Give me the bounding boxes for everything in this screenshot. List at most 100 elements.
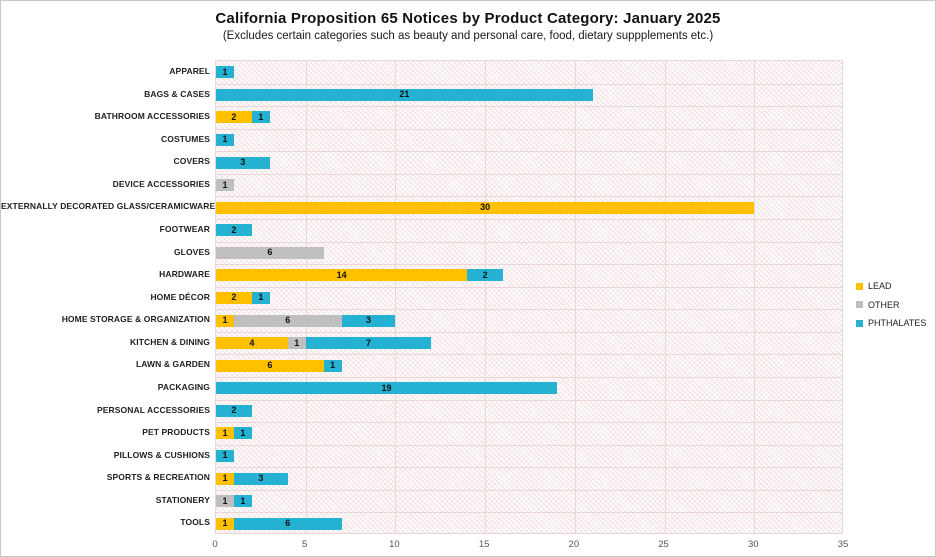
legend-item-other: OTHER xyxy=(856,296,926,315)
data-label: 1 xyxy=(240,495,246,506)
bar-row-pillows-cushions: 1 xyxy=(216,445,842,468)
legend-item-lead: LEAD xyxy=(856,277,926,296)
chart-subtitle: (Excludes certain categories such as bea… xyxy=(222,30,714,42)
category-label: PILLOWS & CUSHIONS xyxy=(113,449,210,460)
bar-segment-phthalates: 21 xyxy=(216,88,593,101)
legend-label: PHTHALATES xyxy=(868,318,927,329)
category-label: PACKAGING xyxy=(157,382,210,392)
category-label: COSTUMES xyxy=(161,133,210,144)
bar-row-home-storage-organization: 1 6 3 xyxy=(216,309,842,332)
bar-segment-other: 1 xyxy=(287,337,306,350)
bar-row-personal-accessories: 2 xyxy=(216,400,842,423)
bar-segment-other: 1 xyxy=(216,179,234,192)
bar-segment-phthalates: 2 xyxy=(216,404,252,417)
bar-segment-phthalates: 7 xyxy=(305,337,432,350)
category-label: DEVICE ACCESSORIES xyxy=(112,178,210,189)
bar-segment-lead: 1 xyxy=(216,517,234,530)
data-label: 1 xyxy=(222,518,228,529)
legend: LEAD OTHER PHTHALATES xyxy=(856,277,926,333)
horizontal-gridline xyxy=(216,106,842,108)
category-label: FOOTWEAR xyxy=(159,224,210,234)
data-label: 21 xyxy=(399,89,410,100)
bar-segment-phthalates: 3 xyxy=(233,472,288,485)
legend-swatch-phthalates xyxy=(856,319,863,327)
data-label: 1 xyxy=(222,427,228,438)
data-label: 14 xyxy=(336,269,347,280)
legend-swatch-lead xyxy=(856,282,863,290)
bar-row-gloves: 6 xyxy=(216,242,842,265)
x-axis-tick-label: 25 xyxy=(658,539,669,550)
category-label: TOOLS xyxy=(180,517,210,528)
data-label: 1 xyxy=(258,292,264,303)
data-label: 7 xyxy=(365,337,371,348)
category-axis: APPAREL BAGS & CASES BATHROOM ACCESSORIES C… xyxy=(1,60,216,534)
bar-segment-phthalates: 1 xyxy=(216,449,234,462)
bar-row-kitchen-dining: 4 1 7 xyxy=(216,332,842,355)
data-label: 6 xyxy=(267,360,273,371)
horizontal-gridline xyxy=(216,309,842,311)
data-label: 1 xyxy=(222,495,228,506)
horizontal-gridline xyxy=(216,173,842,175)
data-label: 1 xyxy=(222,66,228,77)
x-axis-tick-label: 5 xyxy=(302,539,308,550)
vertical-gridline xyxy=(395,61,397,533)
horizontal-gridline xyxy=(216,422,842,424)
plot-area: 1 21 2 1 1 3 1 30 2 6 14 2 2 1 1 6 3 4 1 7 6 1 19 2 1 1 1 1 3 1 1 1 6 xyxy=(215,60,843,534)
horizontal-gridline xyxy=(216,489,842,491)
legend-label: OTHER xyxy=(868,299,900,310)
category-label: GLOVES xyxy=(173,246,210,257)
bar-row-packaging: 19 xyxy=(216,377,842,400)
horizontal-gridline xyxy=(216,264,842,266)
data-label: 1 xyxy=(222,179,228,190)
data-label: 2 xyxy=(482,269,488,280)
horizontal-gridline xyxy=(216,377,842,378)
bar-segment-phthalates: 1 xyxy=(323,359,342,372)
x-axis-tick-label: 35 xyxy=(837,539,849,550)
bar-segment-phthalates: 1 xyxy=(216,133,234,146)
bar-row-costumes: 1 xyxy=(216,129,842,152)
legend-label: LEAD xyxy=(868,281,892,292)
bar-row-apparel: 1 xyxy=(216,61,842,84)
bar-segment-other: 6 xyxy=(216,246,324,259)
x-axis: 0 5 10 15 20 25 30 35 xyxy=(1,539,935,553)
horizontal-gridline xyxy=(216,151,842,153)
x-axis-tick-label: 10 xyxy=(389,539,400,550)
bar-segment-other: 1 xyxy=(216,495,234,508)
vertical-gridline xyxy=(754,61,756,533)
category-label: EXTERNALLY DECORATED GLASS/CERAMICWARE xyxy=(1,201,216,212)
bar-segment-lead: 1 xyxy=(216,314,234,327)
horizontal-gridline xyxy=(216,286,842,288)
bar-row-bags-cases: 21 xyxy=(216,84,842,107)
vertical-gridline xyxy=(485,61,487,533)
bar-segment-phthalates: 3 xyxy=(216,156,270,169)
bar-segment-phthalates: 1 xyxy=(233,495,252,508)
data-label: 1 xyxy=(258,111,264,122)
data-label: 2 xyxy=(231,224,237,235)
horizontal-gridline xyxy=(216,331,842,333)
horizontal-gridline xyxy=(216,196,842,198)
bar-segment-lead: 2 xyxy=(216,111,252,124)
data-label: 6 xyxy=(267,247,273,258)
horizontal-gridline xyxy=(216,354,842,356)
bar-row-device-accessories: 1 xyxy=(216,174,842,197)
bar-segment-lead: 14 xyxy=(216,269,468,282)
bar-row-hardware: 14 2 xyxy=(216,264,842,287)
bar-segment-phthalates: 1 xyxy=(251,291,270,304)
data-label: 1 xyxy=(330,360,336,371)
bar-segment-phthalates: 3 xyxy=(341,314,396,327)
category-label: HOME STORAGE & ORGANIZATION xyxy=(61,314,210,325)
category-label: LAWN & GARDEN xyxy=(135,359,210,370)
category-label: BATHROOM ACCESSORIES xyxy=(94,111,210,122)
bar-segment-lead: 1 xyxy=(216,427,234,440)
bar-segment-lead: 6 xyxy=(216,359,324,372)
data-label: 1 xyxy=(240,427,246,438)
bar-segment-lead: 2 xyxy=(216,291,252,304)
bar-segment-phthalates: 6 xyxy=(233,517,342,530)
horizontal-gridline xyxy=(216,83,842,85)
horizontal-gridline xyxy=(216,241,842,243)
